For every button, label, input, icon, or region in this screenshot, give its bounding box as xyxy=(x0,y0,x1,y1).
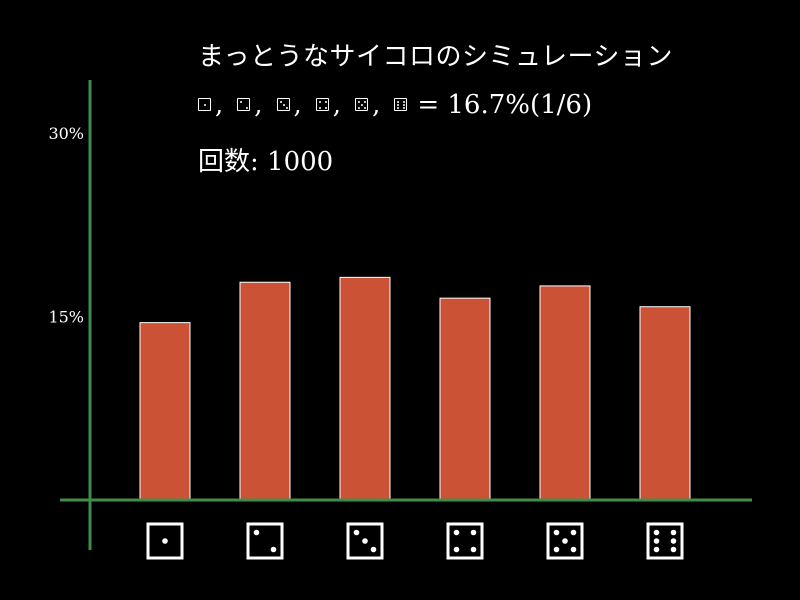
probability-separator: , xyxy=(254,90,263,120)
die-pip xyxy=(670,529,677,536)
die-pip xyxy=(470,529,477,536)
die-pip xyxy=(370,546,377,553)
die-pip xyxy=(362,538,368,544)
die-pip xyxy=(162,538,168,544)
die-face-3-icon xyxy=(346,522,384,560)
die-face-4-icon xyxy=(446,522,484,560)
probability-line: ,,,,, = 16.7%(1/6) xyxy=(198,90,592,120)
die-pip xyxy=(570,529,577,536)
inline-die-face-2-icon xyxy=(237,98,251,111)
y-tick-label: 30% xyxy=(48,124,84,143)
y-tick-label: 15% xyxy=(48,308,84,327)
trials-value: 1000 xyxy=(267,147,334,177)
trials-line: 回数: 1000 xyxy=(198,141,333,178)
probability-equals: = xyxy=(417,90,440,120)
die-pip xyxy=(270,546,277,553)
trials-label: 回数: xyxy=(198,147,259,177)
die-pip xyxy=(670,546,677,553)
inline-die-face-4-icon xyxy=(315,98,329,111)
probability-separator: , xyxy=(372,90,381,120)
probability-separator: , xyxy=(332,90,342,120)
inline-die-face-5-icon xyxy=(355,98,369,111)
die-pip xyxy=(553,529,560,536)
bar-face-5 xyxy=(539,285,591,501)
die-pip xyxy=(670,538,677,544)
bar-face-6 xyxy=(639,306,691,501)
probability-separator: , xyxy=(215,90,224,120)
bar-face-2 xyxy=(239,281,291,501)
die-pip xyxy=(653,546,660,553)
die-face-6-icon xyxy=(646,522,684,560)
die-pip xyxy=(653,529,660,536)
bar-face-1 xyxy=(139,322,191,501)
bar-face-4 xyxy=(439,297,491,501)
die-pip xyxy=(353,529,360,536)
die-pip xyxy=(553,546,560,553)
probability-value: 16.7%(1/6) xyxy=(447,90,593,120)
die-face-2-icon xyxy=(246,522,284,560)
chart-title: まっとうなサイコロのシミュレーション xyxy=(198,42,673,72)
probability-separator: , xyxy=(293,90,302,120)
die-pip xyxy=(562,538,568,544)
inline-die-face-1-icon xyxy=(198,98,211,111)
die-pip xyxy=(253,529,260,536)
die-face-5-icon xyxy=(546,522,584,560)
die-pip xyxy=(653,538,660,544)
die-face-1-icon xyxy=(146,522,184,560)
die-pip xyxy=(453,529,460,536)
die-pip xyxy=(470,546,477,553)
die-pip xyxy=(570,546,577,553)
die-pip xyxy=(453,546,460,553)
inline-die-face-3-icon xyxy=(276,98,290,111)
inline-die-face-6-icon xyxy=(394,98,408,111)
bar-face-3 xyxy=(339,276,391,501)
